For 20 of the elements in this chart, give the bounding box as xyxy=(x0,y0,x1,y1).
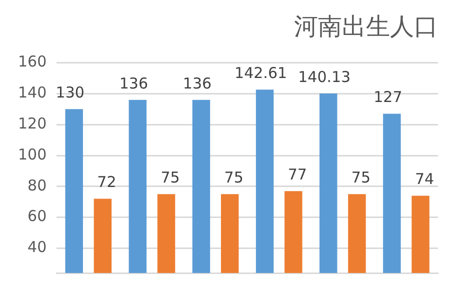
data-label: 142.61 xyxy=(234,64,288,82)
y-tick-label: 100 xyxy=(18,145,47,164)
y-tick-label: 120 xyxy=(18,114,47,133)
data-label: 127 xyxy=(374,88,402,106)
data-label: 72 xyxy=(97,173,116,192)
data-label: 136 xyxy=(182,74,212,92)
data-label: 130 xyxy=(56,84,84,102)
y-tick-label: 40 xyxy=(28,238,47,256)
data-label: 77 xyxy=(288,165,307,184)
data-label: 140.13 xyxy=(298,68,351,86)
data-label: 136 xyxy=(119,74,148,92)
y-tick-label: 60 xyxy=(28,207,47,226)
y-tick-label: 160 xyxy=(18,52,47,71)
y-tick-label: 140 xyxy=(18,84,47,102)
data-label: 74 xyxy=(414,170,434,188)
data-label: 75 xyxy=(224,168,244,187)
chart-title: 河南出生人口 xyxy=(294,12,438,41)
y-tick-label: 80 xyxy=(28,176,47,194)
data-label: 75 xyxy=(351,168,371,187)
data-label: 75 xyxy=(160,168,180,187)
